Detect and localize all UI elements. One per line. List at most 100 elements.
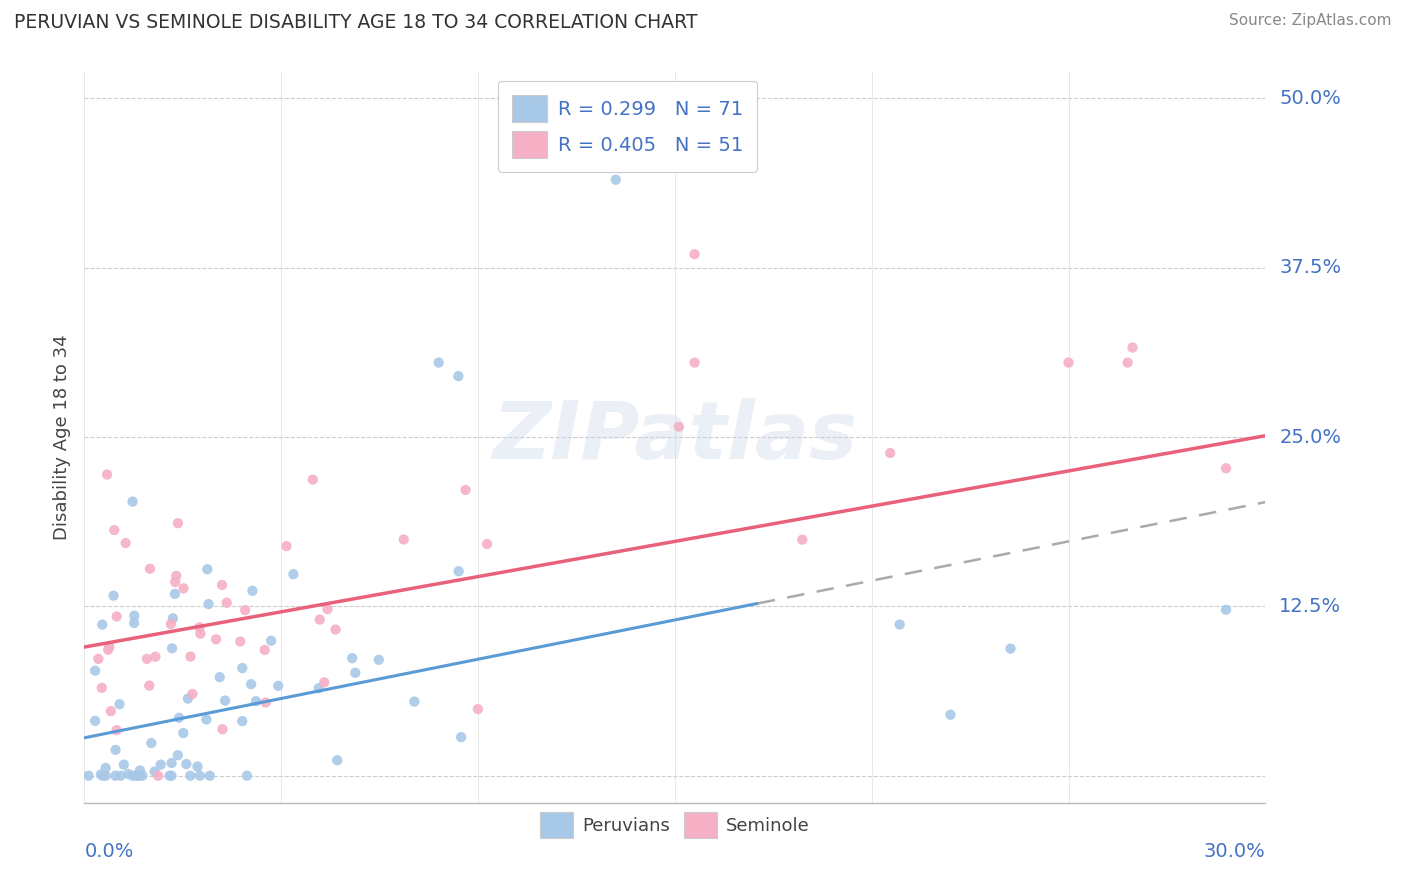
Point xyxy=(124,608,146,623)
Point xyxy=(104,769,127,783)
Point xyxy=(683,355,706,369)
Point xyxy=(90,681,112,695)
Point xyxy=(138,679,160,693)
Point xyxy=(145,649,167,664)
Point xyxy=(98,640,121,654)
Point xyxy=(1116,355,1139,369)
Point xyxy=(190,626,212,640)
Point xyxy=(267,679,290,693)
Point xyxy=(197,597,219,611)
Point xyxy=(179,649,201,664)
Point xyxy=(188,769,211,783)
Text: ZIPatlas: ZIPatlas xyxy=(492,398,858,476)
Point xyxy=(94,769,117,783)
Point xyxy=(939,707,962,722)
Point xyxy=(240,677,263,691)
Point xyxy=(404,695,426,709)
Point xyxy=(108,697,131,711)
Point xyxy=(117,767,139,781)
Point xyxy=(301,473,323,487)
Y-axis label: Disability Age 18 to 34: Disability Age 18 to 34 xyxy=(53,334,72,540)
Point xyxy=(128,769,150,783)
Point xyxy=(139,562,162,576)
Point xyxy=(195,562,218,576)
Point xyxy=(242,583,264,598)
Legend: Peruvians, Seminole: Peruvians, Seminole xyxy=(533,805,817,845)
Point xyxy=(427,355,450,369)
Point xyxy=(211,723,233,737)
Point xyxy=(1215,461,1237,475)
Point xyxy=(141,736,163,750)
Point xyxy=(447,564,470,578)
Point xyxy=(84,714,107,728)
Point xyxy=(260,633,283,648)
Point xyxy=(195,712,218,726)
Point xyxy=(163,587,186,601)
Point xyxy=(340,651,363,665)
Point xyxy=(110,769,132,783)
Point xyxy=(136,652,159,666)
Text: 12.5%: 12.5% xyxy=(1279,597,1341,615)
Point xyxy=(668,419,690,434)
Point xyxy=(186,759,208,773)
Point xyxy=(450,730,472,744)
Point xyxy=(179,769,201,783)
Point xyxy=(114,536,136,550)
Point xyxy=(1215,603,1237,617)
Point xyxy=(94,761,117,775)
Point xyxy=(146,769,169,783)
Point xyxy=(166,748,188,763)
Point xyxy=(475,537,498,551)
Point xyxy=(233,603,256,617)
Point xyxy=(316,602,339,616)
Point xyxy=(253,643,276,657)
Point xyxy=(181,687,204,701)
Point xyxy=(344,665,367,680)
Point xyxy=(889,617,911,632)
Point xyxy=(792,533,814,547)
Point xyxy=(454,483,477,497)
Point xyxy=(198,769,221,783)
Point xyxy=(176,757,198,772)
Point xyxy=(308,681,330,696)
Point xyxy=(1000,641,1022,656)
Point xyxy=(392,533,415,547)
Point xyxy=(105,723,128,738)
Point xyxy=(128,769,150,783)
Point xyxy=(159,769,181,783)
Point xyxy=(122,615,145,630)
Point xyxy=(447,369,470,384)
Point xyxy=(84,664,107,678)
Point xyxy=(100,704,122,718)
Point xyxy=(162,611,184,625)
Point xyxy=(214,693,236,707)
Point xyxy=(308,613,330,627)
Point xyxy=(143,764,166,779)
Point xyxy=(879,446,901,460)
Point xyxy=(326,753,349,767)
Point xyxy=(121,494,143,508)
Point xyxy=(188,620,211,634)
Point xyxy=(90,767,112,781)
Point xyxy=(105,609,128,624)
Point xyxy=(167,516,190,530)
Point xyxy=(276,539,298,553)
Point xyxy=(96,467,118,482)
Point xyxy=(314,675,336,690)
Point xyxy=(91,769,114,783)
Point xyxy=(177,691,200,706)
Point xyxy=(103,589,125,603)
Point xyxy=(215,596,238,610)
Point xyxy=(467,702,489,716)
Point xyxy=(172,726,194,740)
Point xyxy=(87,652,110,666)
Point xyxy=(97,643,120,657)
Point xyxy=(104,743,127,757)
Point xyxy=(211,578,233,592)
Point xyxy=(283,567,305,582)
Point xyxy=(160,641,183,656)
Point xyxy=(129,764,152,778)
Point xyxy=(103,523,125,537)
Point xyxy=(208,670,231,684)
Point xyxy=(1121,341,1143,355)
